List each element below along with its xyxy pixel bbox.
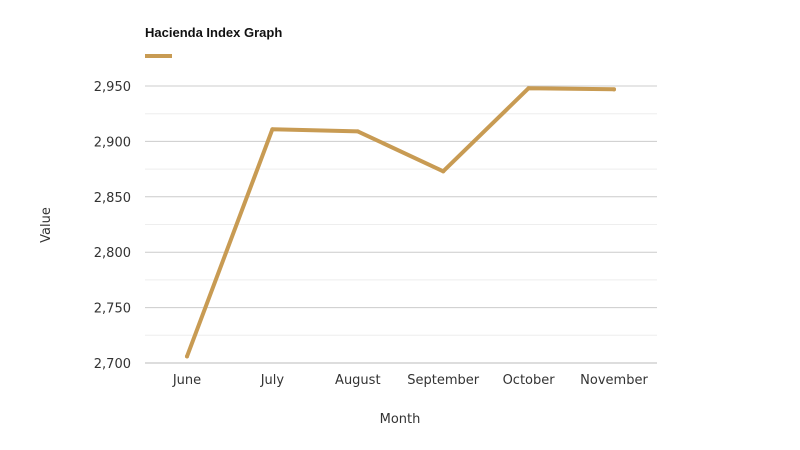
data-point	[441, 169, 446, 174]
x-tick-label: November	[580, 373, 648, 388]
y-tick-label: 2,850	[94, 191, 131, 206]
y-tick-label: 2,950	[94, 80, 131, 95]
x-tick-labels: June July August September October November	[172, 373, 649, 388]
grid-layer	[145, 85, 657, 364]
data-point	[270, 127, 275, 132]
x-tick-label: October	[503, 373, 556, 388]
x-tick-label: July	[260, 373, 285, 388]
y-axis-title: Value	[39, 207, 54, 243]
data-point	[612, 87, 616, 92]
x-tick-label: June	[172, 373, 201, 388]
y-tick-labels: 2,700 2,750 2,800 2,850 2,900 2,950	[94, 80, 131, 372]
data-point	[526, 86, 531, 91]
x-axis-title: Month	[380, 412, 421, 427]
y-tick-label: 2,800	[94, 246, 131, 261]
y-tick-label: 2,900	[94, 135, 131, 150]
series-layer	[185, 86, 616, 359]
data-point	[355, 129, 360, 134]
data-point	[185, 354, 189, 359]
chart-title: Hacienda Index Graph	[145, 25, 282, 40]
y-tick-label: 2,700	[94, 357, 131, 372]
x-tick-label: August	[335, 373, 381, 388]
series-line	[185, 86, 616, 359]
y-tick-label: 2,750	[94, 302, 131, 317]
x-tick-label: September	[407, 373, 480, 388]
